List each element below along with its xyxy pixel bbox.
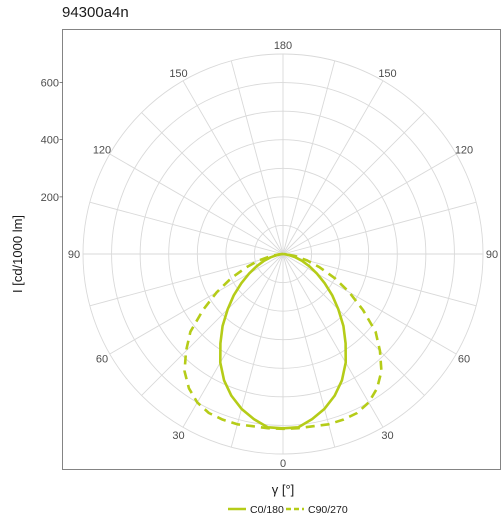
grid-spoke [230, 60, 284, 255]
grid-spoke [282, 253, 477, 307]
grid-spoke [282, 80, 384, 255]
radial-tick-label: 200 [41, 192, 59, 204]
grid-spoke [282, 253, 425, 396]
angle-label: 60 [96, 354, 108, 366]
series-layer [183, 252, 383, 431]
radial-tick-label: 400 [41, 135, 59, 147]
angle-label: 90 [68, 249, 80, 261]
series-line-c90-270 [183, 252, 383, 431]
legend: C0/180 C90/270 [228, 504, 348, 516]
x-axis-title: γ [°] [272, 482, 295, 497]
grid-spoke [282, 253, 384, 428]
angle-label: 120 [455, 145, 473, 157]
grid-spoke [282, 253, 336, 448]
angle-label: 0 [280, 458, 286, 470]
grid-spoke [182, 80, 284, 255]
grid-spoke [282, 201, 477, 255]
grid-spoke [282, 112, 425, 255]
radial-tick-labels: 200 400 600 [41, 78, 63, 204]
angle-label: 180 [274, 40, 292, 52]
grid-spoke [282, 253, 457, 355]
chart-title: 94300a4n [62, 4, 129, 21]
y-axis-title: I [cd/1000 lm] [10, 215, 25, 293]
polar-grid [82, 53, 484, 455]
grid-spoke [282, 153, 457, 255]
angle-label: 30 [172, 430, 184, 442]
angle-labels: 180 150 150 120 120 90 90 60 60 30 30 0 [68, 40, 498, 470]
grid-spoke [282, 60, 336, 255]
grid-spoke [141, 112, 284, 255]
angle-label: 120 [93, 145, 111, 157]
grid-spoke [141, 253, 284, 396]
grid-spoke [109, 253, 284, 355]
angle-label: 150 [169, 68, 187, 80]
radial-tick-label: 600 [41, 78, 59, 90]
legend-label: C0/180 [250, 504, 284, 516]
angle-label: 60 [458, 354, 470, 366]
angle-label: 150 [378, 68, 396, 80]
grid-spoke [109, 153, 284, 255]
grid-spoke [89, 253, 284, 307]
legend-label: C90/270 [308, 504, 348, 516]
grid-spoke [182, 253, 284, 428]
angle-label: 90 [486, 249, 498, 261]
grid-spoke [89, 201, 284, 255]
angle-label: 30 [381, 430, 393, 442]
grid-spoke [230, 253, 284, 448]
